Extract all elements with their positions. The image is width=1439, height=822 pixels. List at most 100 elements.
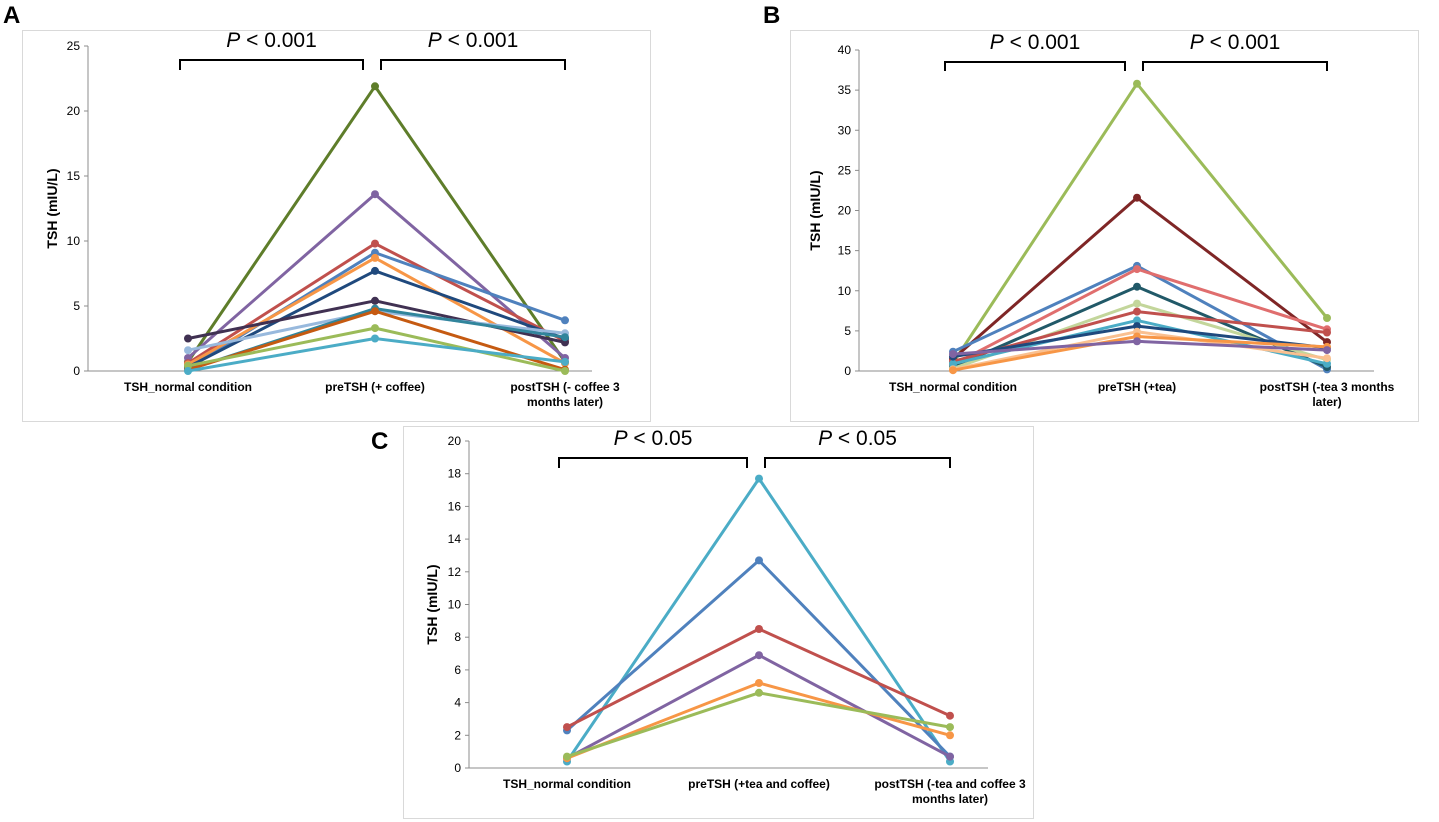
panel-a-significance-bracket [179,59,364,70]
panel-a-data-point-s6 [371,266,379,275]
panel-b-data-point-s2 [1133,193,1141,202]
panel-b-p-value-label: P < 0.001 [990,31,1081,54]
panel-b-p-value-label: P < 0.001 [1190,31,1281,54]
panel-b-significance-bracket [944,61,1126,71]
panel-c-y-axis-title: TSH (mIU/L) [424,564,440,644]
panel-a-y-tick-label: 10 [67,234,81,248]
panel-b-data-point-s6 [1133,299,1141,308]
panel-c-data-point-s1 [755,474,763,483]
panel-c-frame [403,426,1034,819]
panel-a-y-tick-label: 15 [67,169,81,183]
panel-b-y-tick-label: 10 [838,284,852,298]
panel-b-data-point-s8 [949,359,957,368]
panel-b-category-label: TSH_normal condition [889,380,1017,394]
panel-b-y-tick-label: 25 [838,163,852,177]
panel-c-y-tick-label: 18 [448,467,462,481]
panel-b-data-point-s7 [1133,307,1141,316]
panel-a-y-axis-title: TSH (mIU/L) [44,168,60,248]
panel-c-p-threshold: < 0.05 [832,427,897,450]
panel-b-data-point-s12 [1133,337,1141,346]
panel-b-data-point-s1 [1133,79,1141,88]
panel-b-p-symbol: P [1190,31,1204,54]
panel-c-y-tick-label: 4 [454,696,461,710]
panel-c-significance-bracket [558,457,748,468]
panel-c-y-tick-label: 20 [448,434,462,448]
panel-a-y-tick-label: 20 [67,104,81,118]
panel-c-series-line-s4 [566,653,951,760]
panel-b-y-tick-label: 15 [838,244,852,258]
panel-b-category-label: preTSH (+tea) [1098,380,1176,394]
panel-a-category-label: TSH_normal condition [124,380,252,394]
panel-c-p-symbol: P [614,427,628,450]
panel-c-category-label: postTSH (-tea and coffee 3 [874,777,1026,791]
panel-a-data-point-s1 [371,82,379,91]
panel-a-category-label: months later) [527,395,603,409]
panel-letter-b: B [763,2,781,29]
panel-a-significance-bracket [380,59,566,70]
panel-b-y-axis-title: TSH (mIU/L) [807,170,823,250]
panel-c-y-tick-label: 16 [448,499,462,513]
panel-c-data-point-s3 [755,625,763,633]
panel-a-p-threshold: < 0.001 [442,29,518,52]
panel-a-category-label: preTSH (+ coffee) [325,380,425,394]
panel-b-data-point-s10 [1323,354,1331,363]
panel-b-y-tick-label: 40 [838,43,852,57]
panel-b-series-line-s3 [952,264,1328,371]
panel-b-data-point-s4 [1133,265,1141,274]
panel-a-data-point-s10 [371,307,379,316]
panel-a-data-point-s2 [371,190,379,199]
panel-a-data-point-s11 [371,324,379,333]
panel-a-y-tick-label: 25 [67,39,81,53]
panel-c-y-tick-label: 10 [448,598,462,612]
panel-c-data-point-s6 [946,723,954,732]
panel-c-y-tick-label: 0 [454,761,461,775]
panel-c-category-label: preTSH (+tea and coffee) [688,777,830,791]
panel-c-data-point-s5 [755,679,763,687]
panel-a-data-point-s9 [561,333,569,342]
panel-b-data-point-s1 [1323,314,1331,322]
panel-b-y-tick-label: 0 [844,364,851,378]
panel-b-p-threshold: < 0.001 [1004,31,1080,54]
panel-c-data-point-s4 [946,752,954,761]
panel-a-p-threshold: < 0.001 [240,29,316,52]
panel-c-category-label: TSH_normal condition [503,777,631,791]
panel-b-y-tick-label: 35 [838,83,852,97]
panel-c-significance-bracket [764,457,951,468]
panel-c-data-point-s4 [755,651,763,660]
panel-a-data-point-s12 [561,357,569,366]
panel-b-data-point-s8 [1323,359,1331,368]
panel-c-y-tick-label: 12 [448,565,462,579]
panel-c-y-tick-label: 6 [454,663,461,677]
panel-a-p-value-label: P < 0.001 [428,29,519,52]
panel-b-data-point-s7 [1323,328,1331,337]
panel-b-y-tick-label: 5 [844,324,851,338]
panel-a-data-point-s11 [561,367,569,375]
panel-a-data-point-s4 [561,316,569,325]
panel-c-p-value-label: P < 0.05 [818,427,897,450]
panel-b-data-point-s12 [949,350,957,359]
panel-c-data-point-s6 [755,688,763,697]
panel-c-p-threshold: < 0.05 [628,427,693,450]
panel-b-y-tick-label: 30 [838,123,852,137]
panel-b-data-point-s8 [1133,316,1141,325]
panel-a-category-label: postTSH (- coffee 3 [510,380,620,394]
panel-a-data-point-s12 [184,367,192,375]
panel-c-category-label: months later) [912,792,988,806]
panel-c-data-point-s5 [946,731,954,740]
panel-c-y-tick-label: 8 [454,630,461,644]
panel-b-data-point-s12 [1323,346,1331,355]
panel-c-y-tick-label: 2 [454,728,461,742]
panel-c-data-point-s3 [563,723,571,732]
panel-b-data-point-s11 [949,366,957,375]
panel-b-data-point-s9 [1133,322,1141,331]
panel-c-data-point-s6 [563,752,571,761]
panel-a-p-symbol: P [226,29,240,52]
panel-a-series-line-s1 [186,84,567,363]
panel-a-data-point-s12 [371,334,379,343]
panel-b-category-label: later) [1312,395,1341,409]
panel-letter-c: C [371,428,389,455]
panel-c-data-point-s3 [946,711,954,720]
panel-a-y-tick-label: 5 [73,299,80,313]
panel-letter-a: A [3,2,21,29]
